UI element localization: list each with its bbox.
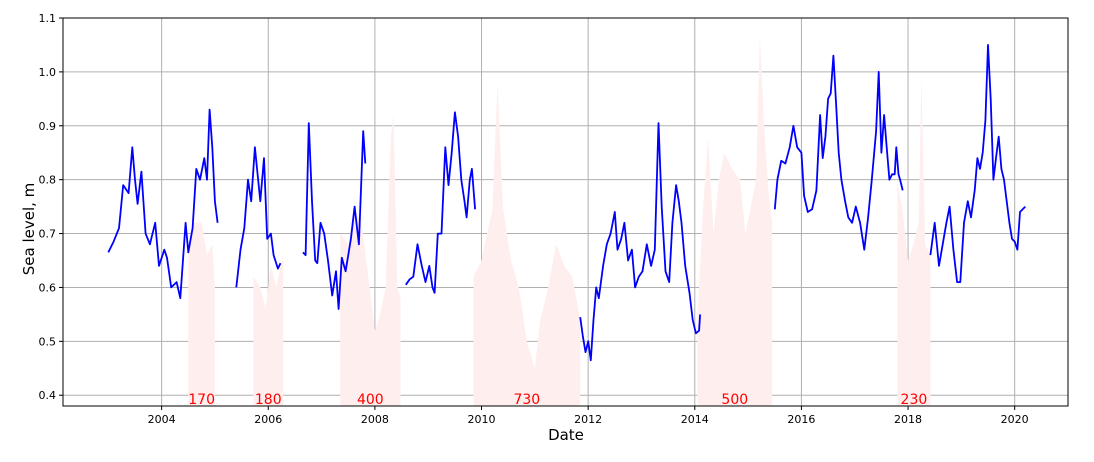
- y-tick-label: 1.0: [39, 66, 57, 79]
- gap-areas: [188, 34, 931, 407]
- y-tick-label: 0.5: [39, 335, 57, 348]
- gap-area: [473, 82, 581, 406]
- y-axis-label: Sea level, m: [20, 183, 38, 276]
- sea-level-line-segment: [405, 111, 476, 294]
- y-tick-label: 0.8: [39, 174, 57, 187]
- x-tick-label: 2020: [1001, 413, 1029, 426]
- x-tick-label: 2004: [148, 413, 176, 426]
- gap-label: 500: [721, 392, 748, 408]
- y-tick-label: 0.4: [39, 389, 57, 402]
- plot-frame: [62, 17, 1069, 407]
- y-tick-label: 0.7: [39, 228, 57, 241]
- gap-label: 230: [901, 392, 928, 408]
- gap-area: [697, 34, 773, 406]
- y-tick-label: 1.1: [39, 12, 57, 25]
- sea-level-series: [107, 44, 1026, 362]
- x-tick-label: 2016: [787, 413, 815, 426]
- x-tick-label: 2018: [894, 413, 922, 426]
- sea-level-line-segment: [929, 44, 1026, 284]
- x-tick-label: 2010: [468, 413, 496, 426]
- gap-label: 400: [357, 392, 384, 408]
- gap-label: 180: [255, 392, 282, 408]
- x-tick-label: 2006: [254, 413, 282, 426]
- gap-area: [897, 77, 931, 407]
- sea-level-line-segment: [235, 146, 282, 288]
- y-tick-label: 0.9: [39, 120, 57, 133]
- x-tick-label: 2012: [574, 413, 602, 426]
- sea-level-line-segment: [773, 54, 904, 251]
- x-tick-label: 2008: [361, 413, 389, 426]
- gap-area: [253, 255, 284, 406]
- gap-labels: 170 180 400 730 500 230: [188, 392, 927, 408]
- x-axis-ticks: 2004 2006 2008 2010 2012 2014 2016 2018 2020: [148, 406, 1029, 426]
- gap-area: [188, 222, 215, 406]
- sea-level-line-segment: [579, 122, 701, 362]
- x-tick-label: 2014: [681, 413, 709, 426]
- gap-label: 170: [188, 392, 215, 408]
- sea-level-line-segment: [302, 122, 367, 310]
- gap-area: [340, 115, 401, 406]
- gap-label: 730: [513, 392, 540, 408]
- sea-level-line-segment: [107, 108, 219, 300]
- y-axis-ticks: 0.4 0.5 0.6 0.7 0.8 0.9 1.0 1.1: [39, 12, 63, 402]
- y-tick-label: 0.6: [39, 281, 57, 294]
- x-axis-label: Date: [548, 426, 584, 444]
